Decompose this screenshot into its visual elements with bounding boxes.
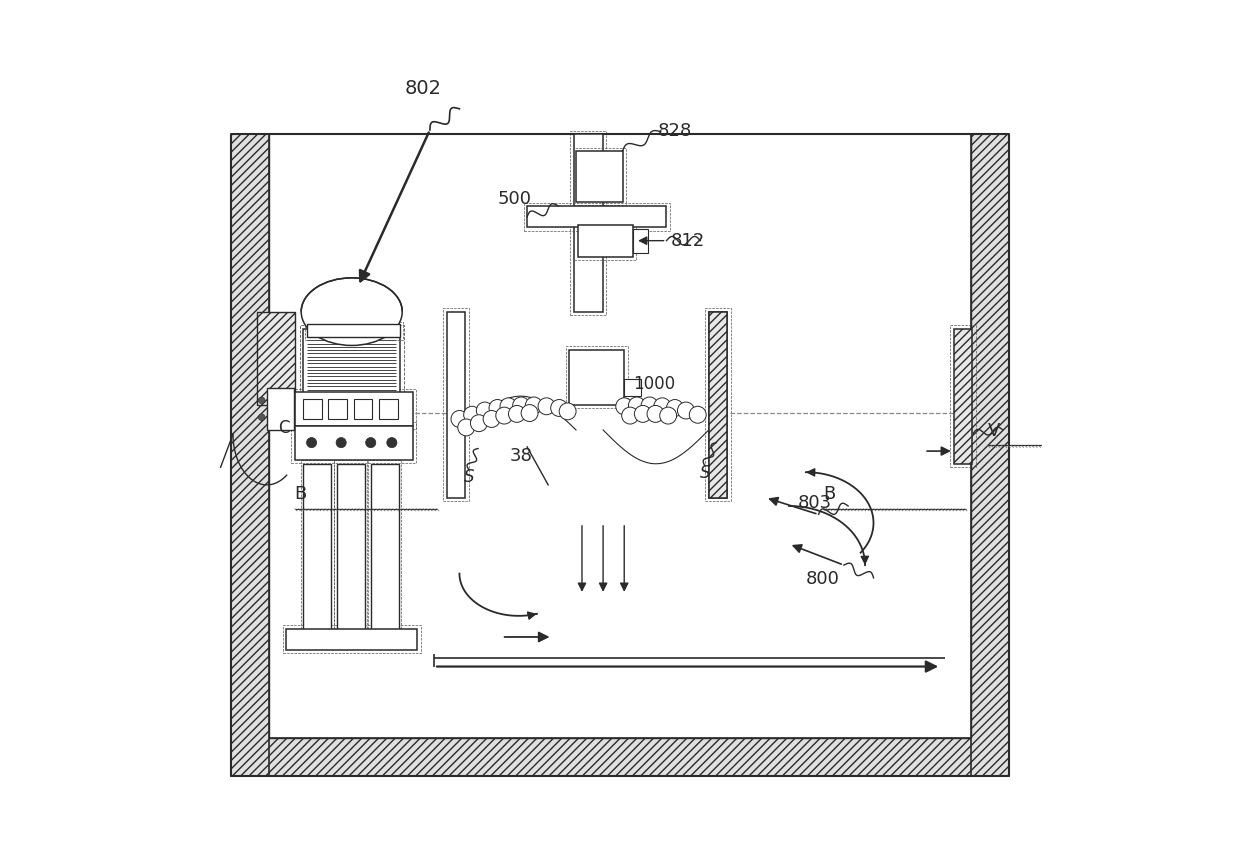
Circle shape [666,400,683,417]
Text: 1000: 1000 [632,375,675,393]
Text: 828: 828 [658,122,692,140]
Circle shape [616,398,632,415]
Bar [565,347,627,408]
Circle shape [366,438,376,448]
Circle shape [484,411,500,428]
Circle shape [653,398,671,415]
Bar [971,135,1008,776]
Circle shape [512,398,529,414]
Bar [379,399,398,419]
Circle shape [476,403,494,419]
Circle shape [500,398,517,415]
Text: S: S [464,468,474,486]
Circle shape [551,400,568,417]
Bar [570,132,606,316]
Bar [371,464,398,633]
Circle shape [647,406,663,423]
Bar [286,629,417,650]
Text: 802: 802 [404,79,441,98]
Bar [577,152,622,203]
Text: 500: 500 [497,189,532,208]
Circle shape [621,408,639,425]
Circle shape [489,400,506,417]
Bar [578,225,632,257]
Bar [300,326,404,408]
Bar [335,461,367,636]
Bar [303,464,331,633]
Circle shape [387,438,397,448]
Bar [308,325,401,338]
Bar [305,322,403,340]
Circle shape [660,408,677,425]
Bar [527,207,666,228]
Ellipse shape [301,279,402,346]
Bar [368,461,402,636]
Text: S: S [701,463,711,482]
Circle shape [451,411,467,428]
Circle shape [458,419,475,436]
Bar [573,149,626,206]
Bar [709,312,728,498]
Bar [283,625,420,653]
Bar [303,329,401,405]
Circle shape [464,407,481,424]
Text: 38: 38 [510,446,533,465]
Circle shape [677,403,694,419]
Bar [291,423,417,463]
Text: 812: 812 [671,231,706,250]
Bar [300,461,334,636]
Bar [295,426,413,460]
Circle shape [336,438,346,448]
Bar [329,399,347,419]
Circle shape [641,398,658,414]
Bar [267,388,294,430]
Circle shape [538,398,556,415]
Circle shape [689,407,707,424]
Bar [624,380,641,397]
Text: 803: 803 [797,493,832,511]
Bar [632,230,647,253]
Bar [954,329,972,464]
Bar [353,399,372,419]
Text: B: B [295,484,308,503]
Circle shape [521,405,538,422]
Text: B: B [823,484,835,503]
Circle shape [559,403,577,420]
Bar [574,222,636,261]
Circle shape [496,408,512,425]
Bar [706,309,730,501]
Circle shape [526,398,542,414]
Text: 800: 800 [806,569,839,587]
Bar [523,203,670,231]
Bar [257,312,295,405]
Circle shape [635,406,651,423]
Circle shape [470,415,487,432]
Circle shape [629,398,645,414]
Bar [232,738,1008,776]
Circle shape [508,406,526,423]
Circle shape [258,398,265,404]
Bar [569,350,624,405]
Bar [574,135,603,312]
Circle shape [258,414,265,421]
Bar [291,389,417,430]
Bar [444,309,469,501]
Text: V: V [987,421,999,440]
Bar [232,135,269,776]
Text: C: C [278,419,289,437]
Bar [337,464,365,633]
Bar [295,392,413,426]
Bar [303,399,321,419]
Bar [950,326,976,468]
Bar [446,312,465,498]
Circle shape [306,438,316,448]
Bar [709,312,728,498]
